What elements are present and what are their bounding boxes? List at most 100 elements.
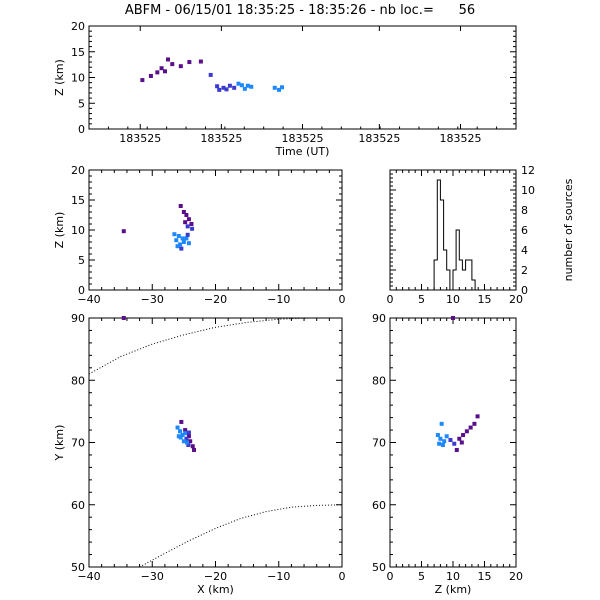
z-y-ytick-label: 70 [372,437,386,450]
height-histogram-xtick-label: 20 [509,293,523,306]
x-height-source-point [178,242,183,247]
plan-view-xtick-label: 0 [339,570,346,583]
time-height-xtick-label: 183525 [358,132,400,145]
time-height-ylabel: Z (km) [53,59,66,96]
x-height-ytick-label: 10 [71,224,85,237]
x-height-source-point [183,220,188,225]
height-histogram-xtick-label: 5 [418,293,425,306]
x-height-frame [88,169,343,291]
plan-view-source-point [183,428,188,433]
z-y-ytick-label: 80 [372,374,386,387]
z-y-ytick-label: 60 [372,499,386,512]
x-height-ytick-label: 0 [78,284,85,297]
z-y-source-point [475,414,480,419]
z-y-source-point [468,425,473,430]
time-height-source-point [224,87,229,92]
plan-view-xtick-label: −30 [141,570,164,583]
plan-view-dotted-curve [88,317,311,375]
x-height-source-point [181,210,186,214]
plan-view-source-point [181,439,186,444]
z-y-source-point [440,442,445,447]
x-height-source-point [176,234,181,238]
x-height-source-point [186,217,191,222]
time-height-source-point [232,85,237,90]
height-histogram-ytick-label: 12 [521,164,535,177]
x-height-source-point [190,226,195,231]
x-height-xtick-label: −40 [77,293,100,306]
plan-view-source-point [186,430,191,435]
time-height-ytick-label: 10 [71,72,85,85]
z-y-xlabel: Z (km) [435,583,472,596]
time-height-xtick-label: 183525 [200,132,242,145]
height-histogram-ytick-label: 4 [521,244,528,257]
z-y-source-point [451,316,455,320]
height-histogram-histogram-line [430,179,479,291]
height-histogram-ytick-label: 10 [521,184,535,197]
plan-view-source-point [183,431,188,436]
height-histogram-xtick-label: 0 [387,293,394,306]
time-height-source-point [249,84,254,89]
x-height-xtick-label: −20 [204,293,227,306]
x-height-source-point [121,229,126,234]
height-histogram-xtick-label: 10 [446,293,460,306]
plan-view-source-point [191,447,196,452]
plan-view-source-point [188,439,193,444]
plan-view-xtick-label: −10 [267,570,290,583]
x-height-source-point [185,224,190,229]
z-y-source-point [444,434,449,439]
x-height-source-point [180,236,185,241]
x-height-source-point [185,232,190,237]
x-height-ytick-label: 15 [71,194,85,207]
x-height-source-point [184,213,189,217]
z-y-source-point [472,421,477,426]
plan-view-xtick-label: −40 [77,570,100,583]
plan-view-source-point [186,434,191,439]
time-height-source-point [239,83,244,88]
time-height-xtick-label: 183525 [439,132,481,145]
plan-view-source-point [179,419,184,424]
plan-view-xlabel: X (km) [197,583,234,596]
x-height-ylabel: Z (km) [53,212,66,249]
height-histogram-ytick-label: 8 [521,204,528,217]
z-y-source-point [442,439,447,444]
time-height-source-point [155,70,160,75]
time-height-source-point [187,60,192,65]
plan-view-source-point [175,425,180,430]
time-height-ytick-label: 15 [71,46,85,59]
x-height-source-point [172,232,177,237]
time-height-frame [88,25,517,130]
x-height-source-point [186,241,191,246]
height-histogram-ylabel: number of sources [562,178,575,281]
x-height-xtick-label: −30 [141,293,164,306]
time-height-source-point [198,59,203,64]
z-y-source-point [439,421,444,426]
plan-view-source-point [178,429,183,434]
x-height-source-point [181,240,186,244]
z-y-ytick-label: 90 [372,312,386,325]
time-height-ytick-label: 0 [78,123,85,136]
z-y-source-point [438,436,443,441]
time-height-xlabel: Time (UT) [275,145,330,158]
z-y-xtick-label: 15 [478,570,492,583]
z-y-source-point [437,441,442,446]
x-height-source-point [175,244,180,249]
figure-title: ABFM - 06/15/01 18:35:25 - 18:35:26 - nb… [124,3,476,18]
height-histogram-xtick-label: 15 [478,293,492,306]
plan-view-ytick-label: 80 [71,374,85,387]
plan-view-source-point [176,434,181,439]
z-y-xtick-label: 20 [509,570,523,583]
time-height-source-point [163,69,168,74]
time-height-source-point [148,73,153,78]
z-y-source-point [454,447,459,452]
time-height-source-point [217,87,222,92]
time-height-source-point [245,83,250,88]
time-height-xtick-label: 183525 [119,132,161,145]
x-height-source-point [184,236,189,241]
height-histogram-ytick-label: 6 [521,224,528,237]
plan-view-ytick-label: 50 [71,561,85,574]
plan-view-ytick-label: 70 [71,437,85,450]
x-height-source-point [178,204,183,208]
plan-view-ytick-label: 90 [71,312,85,325]
height-histogram-ytick-label: 2 [521,264,528,277]
x-height-xtick-label: 0 [339,293,346,306]
